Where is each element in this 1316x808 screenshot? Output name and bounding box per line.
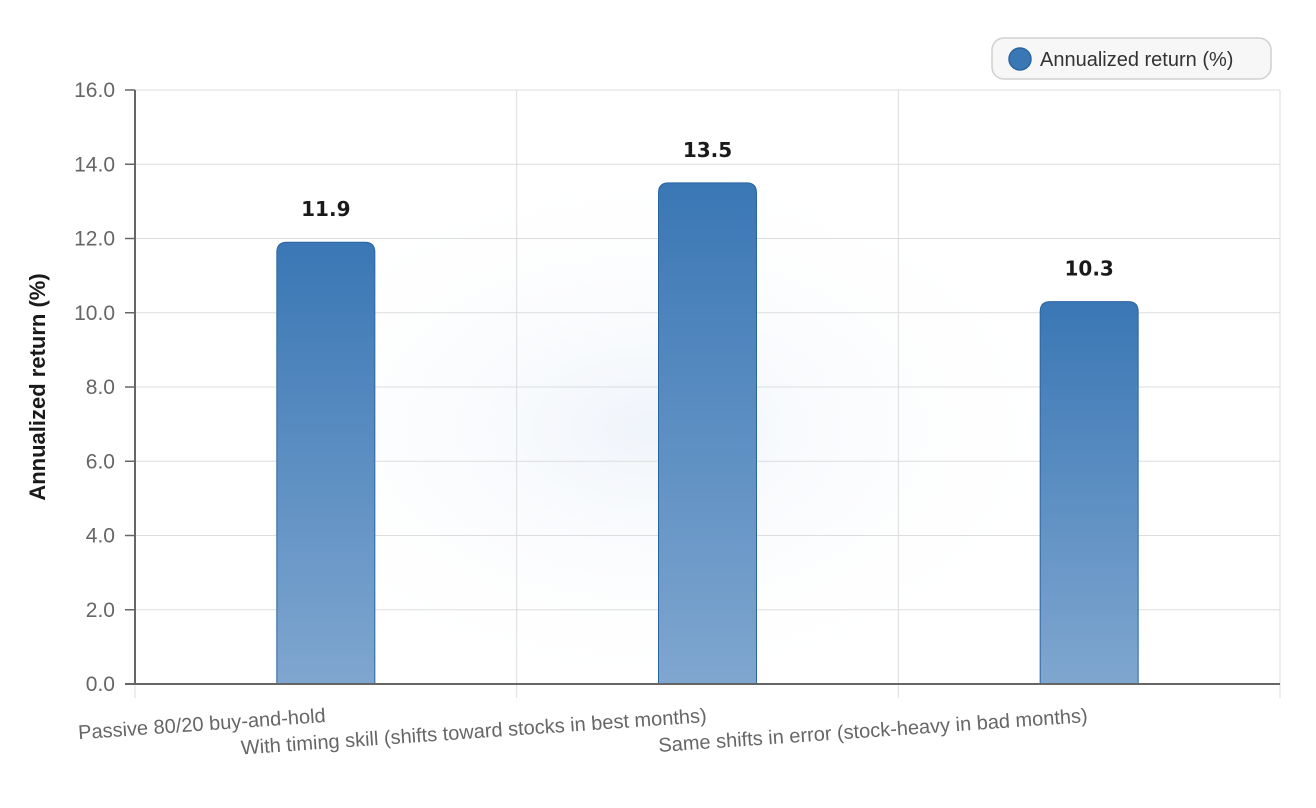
x-category-label-2: Same shifts in error (stock-heavy in bad… xyxy=(658,705,1089,757)
data-label-1: 13.5 xyxy=(683,138,732,162)
y-tick-label: 16.0 xyxy=(74,79,115,102)
y-tick-label: 12.0 xyxy=(74,228,115,251)
legend[interactable]: Annualized return (%) xyxy=(991,37,1272,80)
y-tick-label: 14.0 xyxy=(74,153,115,176)
legend-label: Annualized return (%) xyxy=(1040,49,1233,71)
axes xyxy=(125,89,1281,698)
y-tick-label: 0.0 xyxy=(86,673,115,696)
bar-2[interactable] xyxy=(1039,301,1139,685)
y-tick-label: 4.0 xyxy=(86,525,115,548)
y-tick-label: 2.0 xyxy=(86,599,115,622)
y-axis-title: Annualized return (%) xyxy=(25,273,50,500)
bar-0[interactable] xyxy=(276,241,376,685)
y-tick-label: 6.0 xyxy=(86,450,115,473)
bars xyxy=(276,182,1139,685)
y-tick-label: 8.0 xyxy=(86,376,115,399)
data-label-0: 11.9 xyxy=(301,197,350,221)
legend-swatch xyxy=(1008,47,1032,71)
y-tick-label: 10.0 xyxy=(74,302,115,325)
data-label-2: 10.3 xyxy=(1064,257,1113,281)
bar-1[interactable] xyxy=(658,182,757,685)
legend-box xyxy=(991,37,1272,80)
